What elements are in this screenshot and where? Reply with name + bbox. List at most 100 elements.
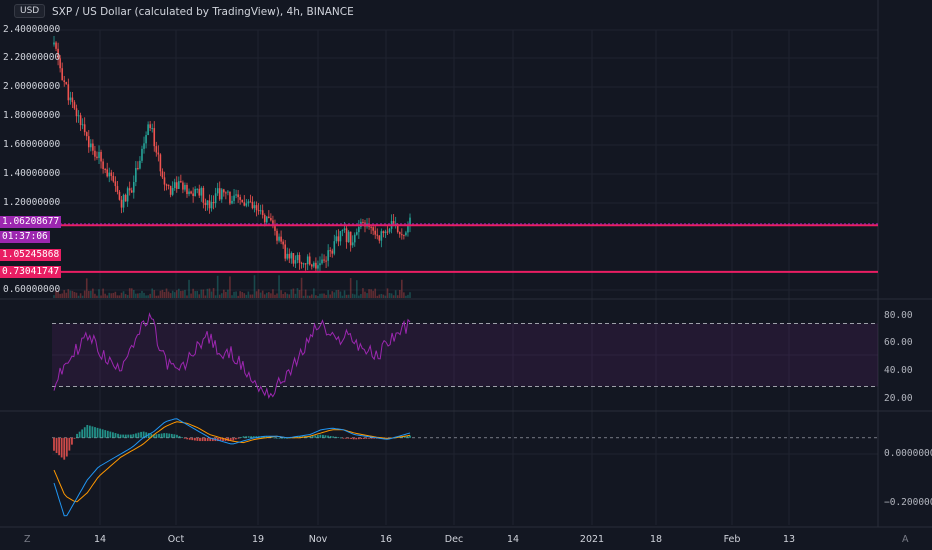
macd-histogram-bar bbox=[232, 437, 235, 441]
candle-body bbox=[321, 259, 323, 264]
macd-histogram-bar bbox=[240, 437, 242, 438]
macd-histogram-bar bbox=[199, 437, 201, 442]
volume-bar bbox=[302, 295, 305, 298]
candle-body bbox=[63, 80, 66, 83]
candle-body bbox=[143, 143, 145, 149]
macd-histogram-bar bbox=[91, 426, 94, 438]
candle-body bbox=[73, 102, 76, 109]
volume-bar bbox=[161, 289, 164, 298]
volume-bar bbox=[274, 294, 276, 298]
candle-body bbox=[284, 244, 286, 259]
volume-bar bbox=[360, 294, 362, 298]
macd-histogram-bar bbox=[309, 436, 312, 438]
auto-scale-icon[interactable]: A bbox=[902, 534, 909, 545]
candle-body bbox=[290, 253, 293, 259]
candle-body bbox=[155, 146, 158, 153]
volume-bar bbox=[149, 293, 151, 298]
candle-body bbox=[405, 232, 407, 236]
candle-body bbox=[401, 234, 403, 236]
macd-histogram-bar bbox=[409, 435, 411, 438]
candle-body bbox=[167, 184, 170, 186]
volume-bar bbox=[98, 289, 100, 298]
macd-histogram-bar bbox=[129, 434, 132, 438]
candle-body bbox=[212, 201, 215, 204]
volume-bar bbox=[159, 290, 162, 298]
candle-body bbox=[210, 201, 213, 209]
horizontal-lines[interactable] bbox=[52, 223, 878, 273]
candle-body bbox=[358, 226, 360, 233]
volume-bar bbox=[69, 290, 72, 298]
volume-bar bbox=[112, 292, 115, 298]
candle-body bbox=[220, 189, 223, 200]
volume-bar bbox=[141, 290, 143, 298]
macd-histogram-bar bbox=[201, 437, 204, 442]
volume-bar bbox=[239, 291, 241, 298]
macd-histogram-bar bbox=[401, 436, 404, 438]
volume-bar bbox=[104, 293, 106, 298]
candle-body bbox=[171, 188, 174, 195]
volume-bar bbox=[184, 289, 186, 298]
volume-bar bbox=[321, 293, 323, 298]
macd-histogram-bar bbox=[160, 433, 163, 438]
volume-bar bbox=[235, 291, 237, 298]
macd-histogram-bar bbox=[170, 433, 173, 438]
chart-grid bbox=[52, 29, 878, 525]
volume-bar bbox=[212, 288, 215, 298]
macd-histogram-bar bbox=[196, 437, 199, 441]
price-axis-label: 1.80000000 bbox=[3, 110, 61, 121]
currency-toggle[interactable]: USD bbox=[14, 4, 46, 18]
macd-histogram-bar bbox=[229, 437, 232, 442]
macd-histogram-bar bbox=[373, 437, 376, 439]
candle-body bbox=[398, 232, 401, 235]
macd-histogram-bar bbox=[193, 437, 196, 441]
macd-histogram-bar bbox=[342, 437, 345, 439]
candle-body bbox=[325, 260, 327, 262]
rsi-axis-label: 20.00 bbox=[884, 393, 913, 404]
volume-bar bbox=[243, 293, 246, 298]
candle-body bbox=[317, 265, 319, 269]
candle-body bbox=[83, 124, 86, 133]
candle-body bbox=[315, 262, 317, 269]
volume-bar bbox=[253, 275, 256, 298]
volume-bar bbox=[202, 289, 205, 298]
time-axis-label: Nov bbox=[308, 534, 328, 545]
candle-body bbox=[163, 177, 166, 185]
rsi-axis-label: 80.00 bbox=[884, 310, 913, 321]
volume-bar bbox=[356, 280, 358, 298]
macd-histogram-bar bbox=[119, 434, 122, 438]
macd-histogram-bar bbox=[217, 437, 219, 442]
candle-body bbox=[208, 200, 211, 209]
volume-bar bbox=[83, 290, 86, 298]
candle-body bbox=[319, 263, 321, 266]
candle-body bbox=[403, 234, 405, 236]
candle-body bbox=[169, 185, 172, 195]
volume-bar bbox=[229, 276, 231, 298]
volume-bar bbox=[128, 288, 131, 298]
current-price-badge: 1.06208677 bbox=[0, 216, 62, 228]
macd-histogram-bar bbox=[81, 429, 84, 438]
candle-body bbox=[122, 194, 125, 208]
volume-bar bbox=[169, 293, 172, 298]
volume-bar bbox=[370, 289, 372, 298]
volume-bar bbox=[296, 288, 299, 298]
volume-bar bbox=[298, 290, 301, 298]
macd-histogram-bar bbox=[188, 437, 191, 440]
candle-body bbox=[288, 253, 291, 259]
volume-bar bbox=[341, 295, 344, 298]
candle-body bbox=[81, 124, 84, 126]
volume-bar bbox=[401, 279, 403, 298]
candle-body bbox=[77, 115, 80, 117]
macd-histogram-bar bbox=[101, 429, 104, 438]
candle-body bbox=[90, 143, 92, 148]
macd-histogram-bar bbox=[137, 432, 140, 438]
volume-bar bbox=[261, 290, 264, 298]
candle-body bbox=[268, 216, 270, 219]
macd-histogram-bar bbox=[152, 434, 155, 438]
macd-axis-label: 0.00000000 bbox=[884, 448, 932, 459]
zoom-reset-icon[interactable]: Z bbox=[24, 534, 31, 545]
candle-body bbox=[190, 191, 192, 194]
volume-bar bbox=[198, 294, 201, 298]
macd-histogram-bar bbox=[347, 437, 350, 439]
candle-body bbox=[184, 184, 186, 190]
